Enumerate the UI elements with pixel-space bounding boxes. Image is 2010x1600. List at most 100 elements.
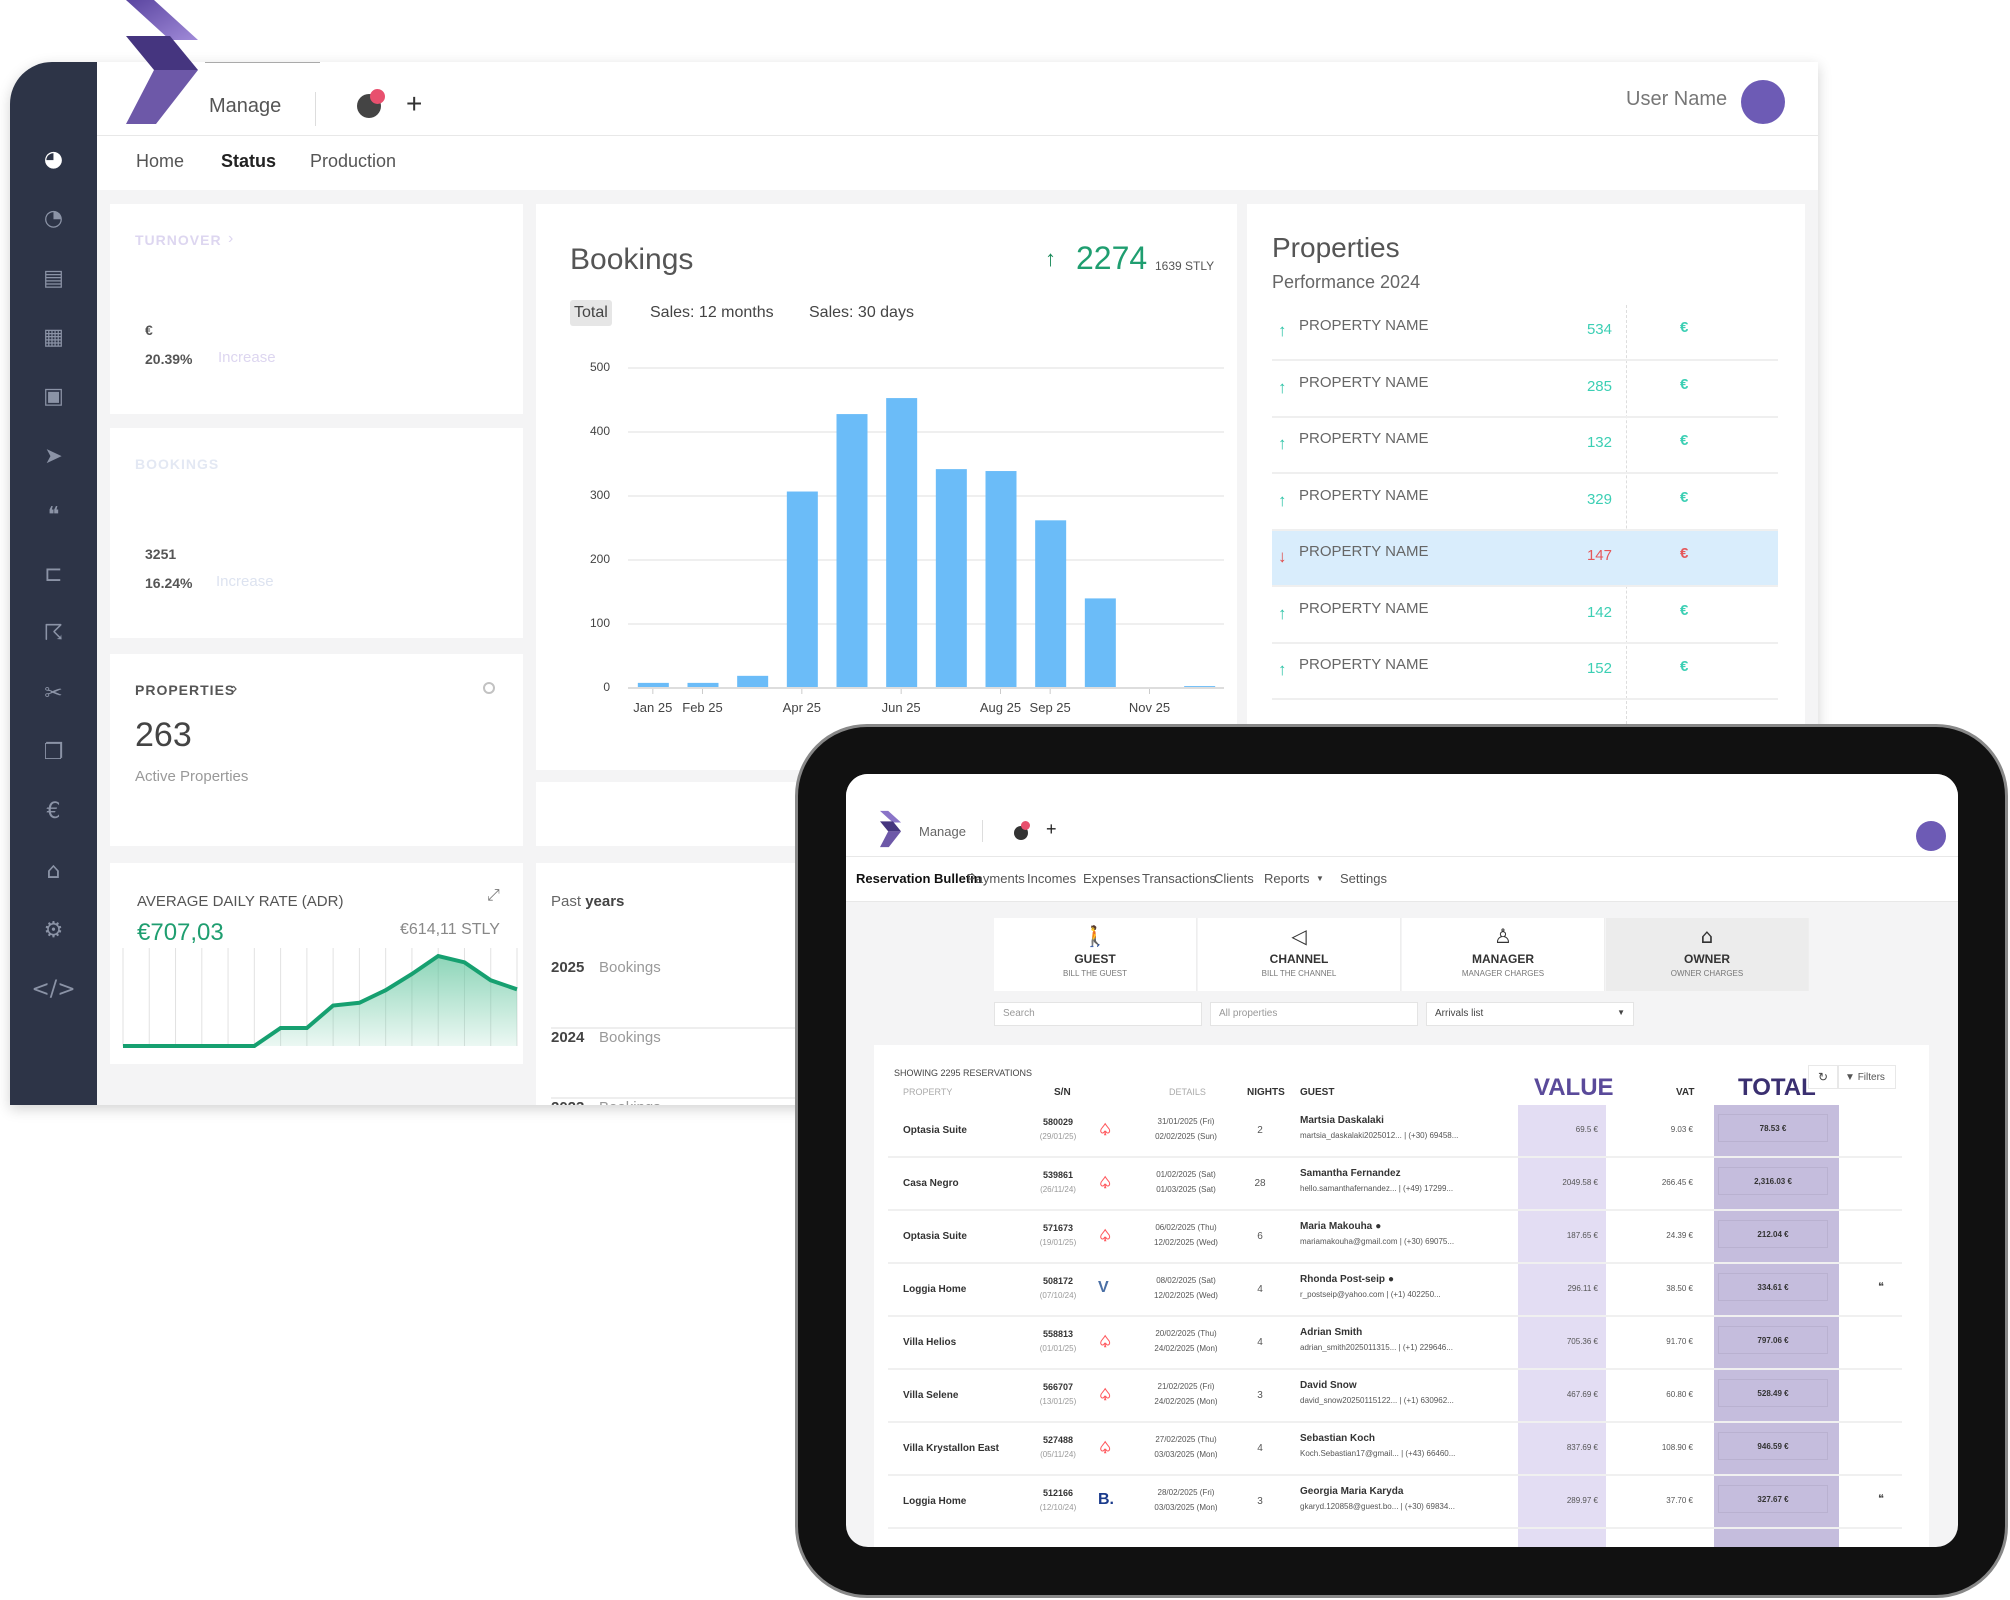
bar-jun-25[interactable]: [886, 398, 918, 688]
turnover-card[interactable]: TURNOVER › € € / 2024 20.39% Increase: [110, 204, 523, 414]
dashboard-gauge-icon[interactable]: ◕: [43, 147, 64, 172]
expand-icon[interactable]: ⤢: [487, 887, 500, 904]
gauge-icon[interactable]: ◔: [43, 206, 64, 232]
property-cell[interactable]: Loggia Home: [903, 1496, 967, 1507]
tablet-nav-reports[interactable]: Reports: [1264, 871, 1310, 886]
avatar[interactable]: [1916, 821, 1946, 851]
tile-channel[interactable]: ◁ CHANNEL BILL THE CHANNEL: [1198, 918, 1401, 991]
property-row[interactable]: ↑ PROPERTY NAME 285 €: [1272, 362, 1778, 418]
bar-aug-25[interactable]: [985, 471, 1017, 688]
table-row[interactable]: Loggia Home 512166 (12/10/24) B. 28/02/2025 …: [888, 1476, 1902, 1529]
table-row[interactable]: Villa Helios 558813 (01/01/25) ♤ 20/02/2025 …: [888, 1317, 1902, 1370]
hiker-icon[interactable]: ☈: [43, 621, 64, 647]
comments-icon[interactable]: ❝: [47, 502, 60, 528]
property-cell[interactable]: Loggia Home: [903, 1284, 967, 1295]
bookings-kpi-card[interactable]: BOOKINGS › 3779 3251 / 2024 16.24% Incre…: [110, 428, 523, 638]
total-cell[interactable]: 2,316.03 €: [1718, 1167, 1828, 1195]
col-property[interactable]: PROPERTY: [903, 1087, 953, 1097]
bar-apr-25[interactable]: [786, 491, 818, 688]
bar-jan-25[interactable]: [637, 682, 669, 688]
total-cell[interactable]: 797.06 €: [1718, 1326, 1828, 1354]
bookings-kpi-title[interactable]: BOOKINGS: [135, 456, 220, 472]
list-select[interactable]: Arrivals list ▼: [1426, 1002, 1634, 1026]
col-sn[interactable]: S/N: [1054, 1087, 1071, 1098]
gear-icon[interactable]: ⚙: [43, 917, 64, 943]
col-vat[interactable]: VAT: [1676, 1087, 1695, 1098]
guest-name[interactable]: Adrian Smith: [1300, 1327, 1362, 1338]
store-icon[interactable]: ⌂: [46, 858, 61, 884]
paper-plane-icon[interactable]: ➤: [44, 443, 63, 469]
tools-icon[interactable]: ✂: [44, 680, 63, 706]
tab-sales-12-months[interactable]: Sales: 12 months: [650, 304, 774, 321]
chat-icon[interactable]: ❝: [1878, 1493, 1884, 1505]
nav-production[interactable]: Production: [310, 151, 397, 171]
col-nights[interactable]: NIGHTS: [1247, 1087, 1285, 1098]
tablet-nav-settings[interactable]: Settings: [1340, 871, 1387, 886]
property-row[interactable]: ↑ PROPERTY NAME 132 €: [1272, 418, 1778, 474]
bar-sep-25[interactable]: [1035, 520, 1067, 688]
property-row[interactable]: ↑ PROPERTY NAME 534 €: [1272, 305, 1778, 361]
guest-name[interactable]: Rhonda Post-seip ●: [1300, 1274, 1394, 1285]
tab-sales-30-days[interactable]: Sales: 30 days: [809, 304, 914, 321]
search-input[interactable]: Search: [994, 1002, 1202, 1026]
property-row[interactable]: ↓ PROPERTY NAME 147 €: [1272, 531, 1778, 587]
add-icon[interactable]: +: [406, 88, 423, 119]
receipt-icon[interactable]: ▤: [43, 265, 64, 291]
property-row[interactable]: ↑ PROPERTY NAME 152 €: [1272, 644, 1778, 700]
property-row[interactable]: ↑ PROPERTY NAME 142 €: [1272, 588, 1778, 644]
table-row[interactable]: Loggia Home 508172 (07/10/24) V 08/02/2025 (…: [888, 1264, 1902, 1317]
guest-name[interactable]: Maria Makouha ●: [1300, 1221, 1381, 1232]
turnover-title[interactable]: TURNOVER: [135, 232, 222, 248]
refresh-button[interactable]: ↻: [1808, 1065, 1838, 1089]
total-cell[interactable]: 327.67 €: [1718, 1485, 1828, 1513]
property-cell[interactable]: Casa Negro: [903, 1178, 959, 1189]
property-cell[interactable]: Villa Helios: [903, 1337, 957, 1348]
property-cell[interactable]: Villa Selene: [903, 1390, 959, 1401]
guest-name[interactable]: Georgia Maria Karyda: [1300, 1486, 1403, 1497]
guest-name[interactable]: Martsia Daskalaki: [1300, 1115, 1384, 1126]
euro-icon[interactable]: €: [46, 799, 61, 825]
past-year-row[interactable]: 2023 Bookings: [551, 1099, 806, 1105]
nav-status[interactable]: Status: [221, 151, 277, 171]
total-cell[interactable]: 212.04 €: [1718, 1220, 1828, 1248]
circle-icon[interactable]: [483, 682, 495, 694]
tablet-nav-transactions[interactable]: Transactions: [1142, 871, 1216, 886]
col-guest[interactable]: GUEST: [1300, 1087, 1335, 1098]
total-cell[interactable]: 78.53 €: [1718, 1114, 1828, 1142]
past-year-row[interactable]: 2024 Bookings: [551, 1029, 806, 1099]
bar-may-25[interactable]: [836, 414, 868, 688]
property-row[interactable]: ↑ PROPERTY NAME 329 €: [1272, 475, 1778, 531]
col-details[interactable]: DETAILS: [1169, 1087, 1206, 1097]
tablet-nav-reservation-bulletin[interactable]: Reservation Bulletin: [856, 871, 982, 886]
tablet-nav-clients[interactable]: Clients: [1214, 871, 1254, 886]
tile-manager[interactable]: ♙ MANAGER MANAGER CHARGES: [1402, 918, 1605, 991]
table-row[interactable]: Casa Negro 539861 (26/11/24) ♤ 01/02/2025 (S…: [888, 1158, 1902, 1211]
guest-name[interactable]: Sebastian Koch: [1300, 1433, 1375, 1444]
table-row[interactable]: Villa Krystallon East 527488 (05/11/24) ♤ 27…: [888, 1423, 1902, 1476]
nav-home[interactable]: Home: [136, 151, 185, 171]
total-cell[interactable]: 334.61 €: [1718, 1273, 1828, 1301]
guest-name[interactable]: Samantha Fernandez: [1300, 1168, 1401, 1179]
calendar-icon[interactable]: ▣: [43, 384, 64, 410]
total-cell[interactable]: 528.49 €: [1718, 1379, 1828, 1407]
properties-kpi-title[interactable]: PROPERTIES: [135, 682, 236, 698]
tablet-nav-payments[interactable]: Payments: [967, 871, 1025, 886]
bar-jul-25[interactable]: [935, 469, 967, 688]
tablet-nav-incomes[interactable]: Incomes: [1027, 871, 1077, 886]
properties-kpi-card[interactable]: PROPERTIES › 263 Active Properties: [110, 654, 523, 846]
property-cell[interactable]: Optasia Suite: [903, 1125, 967, 1136]
tile-owner[interactable]: ⌂ OWNER OWNER CHARGES: [1606, 918, 1809, 991]
avatar[interactable]: [1741, 80, 1785, 124]
code-icon[interactable]: </>: [31, 977, 76, 1003]
copy-icon[interactable]: ❐: [43, 740, 64, 765]
tablet-nav-expenses[interactable]: Expenses: [1083, 871, 1141, 886]
col-value[interactable]: VALUE: [1534, 1074, 1614, 1101]
bar-feb-25[interactable]: [687, 682, 719, 688]
caret-down-icon[interactable]: ▼: [1316, 874, 1324, 883]
property-cell[interactable]: Villa Krystallon East: [903, 1443, 999, 1454]
filters-button[interactable]: ▼ Filters: [1838, 1065, 1896, 1089]
bar-oct-25[interactable]: [1084, 598, 1116, 688]
tile-guest[interactable]: 🚶 GUEST BILL THE GUEST: [994, 918, 1197, 991]
chat-icon[interactable]: ❝: [1878, 1281, 1884, 1293]
add-icon[interactable]: +: [1046, 819, 1057, 839]
